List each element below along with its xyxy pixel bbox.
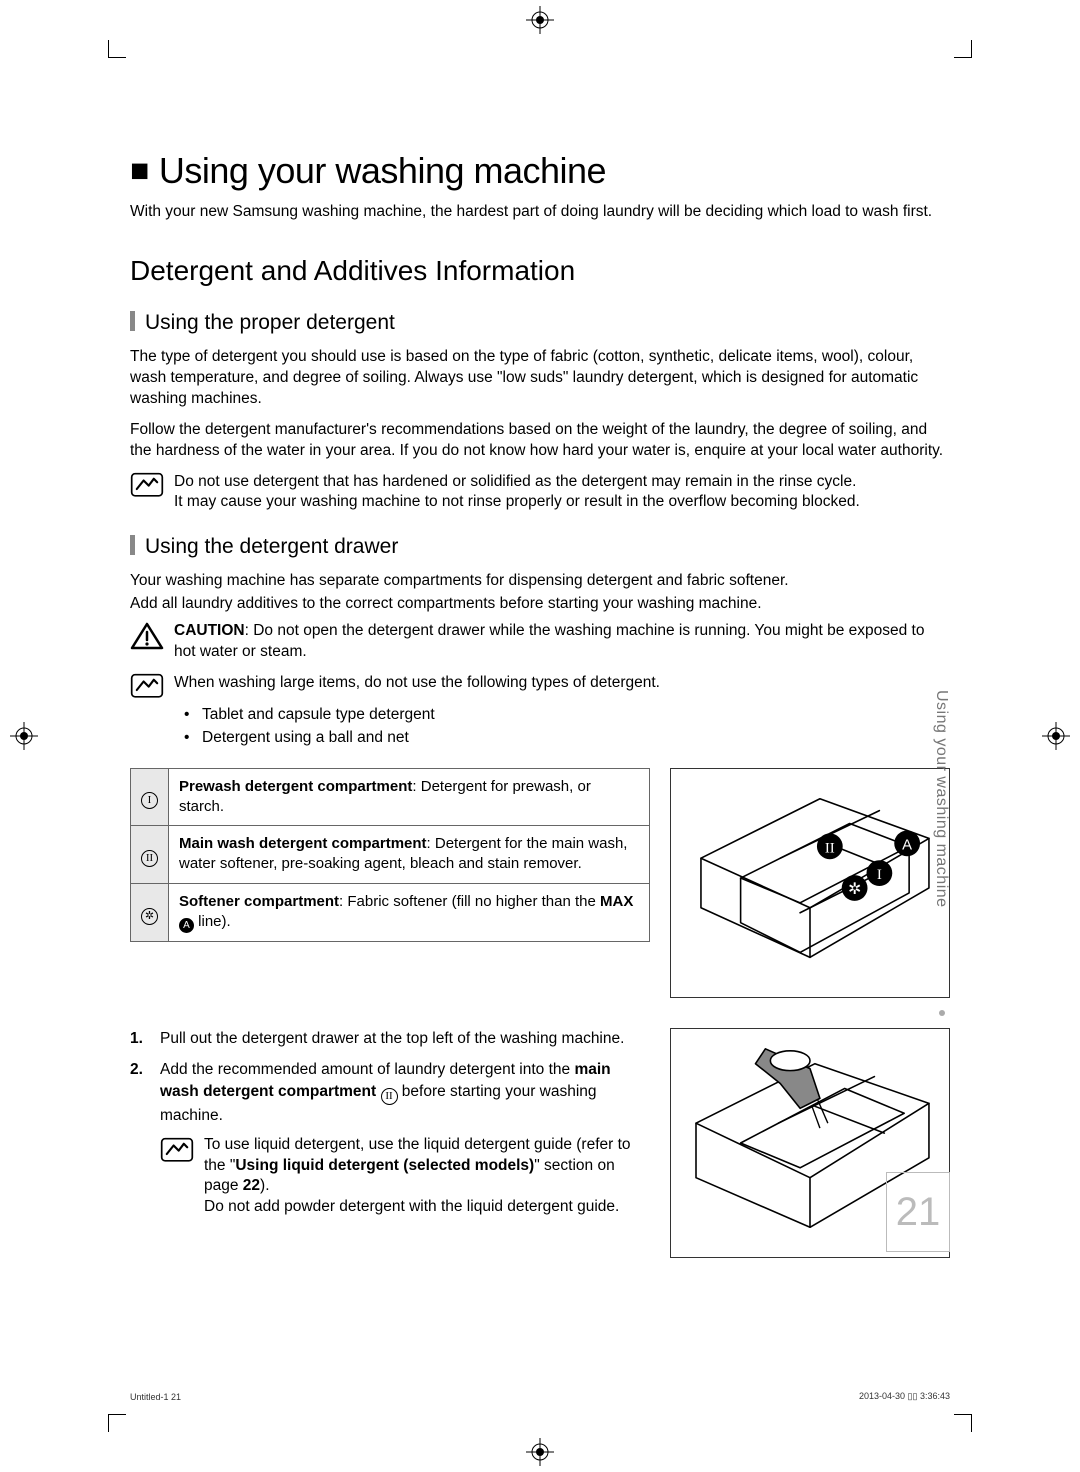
info-icon [130, 673, 164, 699]
step-item: Pull out the detergent drawer at the top… [130, 1028, 650, 1050]
table-row: ✲ Softener compartment: Fabric softener … [131, 883, 650, 941]
list-item: Tablet and capsule type detergent [202, 703, 950, 726]
drawer-diagram: II I ✲ A [670, 768, 950, 998]
body-text: Follow the detergent manufacturer's reco… [130, 420, 950, 462]
symbol-cell: ✲ [131, 883, 169, 941]
info-note: When washing large items, do not use the… [130, 673, 950, 699]
desc-cell: Main wash detergent compartment: Deterge… [169, 826, 650, 884]
caution-text: CAUTION: Do not open the detergent drawe… [174, 621, 950, 663]
info-note: Do not use detergent that has hardened o… [130, 472, 950, 514]
caution-body: : Do not open the detergent drawer while… [174, 622, 924, 660]
note-text: When washing large items, do not use the… [174, 673, 950, 694]
page-title: Using your washing machine [130, 150, 950, 192]
registration-mark [526, 6, 554, 34]
step-text: Add the recommended amount of laundry de… [160, 1061, 574, 1078]
list-item: Detergent using a ball and net [202, 726, 950, 749]
note-text: Do not use detergent that has hardened o… [174, 472, 950, 514]
caution-note: CAUTION: Do not open the detergent drawe… [130, 621, 950, 663]
desc-cell: Prewash detergent compartment: Detergent… [169, 768, 650, 826]
info-icon [130, 472, 164, 498]
intro-text: With your new Samsung washing machine, t… [130, 202, 950, 223]
svg-text:A: A [902, 837, 912, 853]
table-row: I Prewash detergent compartment: Deterge… [131, 768, 650, 826]
side-tab-dot [939, 1010, 945, 1016]
compartments-table: I Prewash detergent compartment: Deterge… [130, 768, 650, 942]
caution-label: CAUTION [174, 622, 245, 639]
steps-list: Pull out the detergent drawer at the top… [130, 1028, 650, 1219]
info-icon [160, 1137, 194, 1163]
symbol-cell: II [131, 826, 169, 884]
symbol-cell: I [131, 768, 169, 826]
registration-mark [1042, 722, 1070, 750]
registration-mark [10, 722, 38, 750]
crop-mark-br [954, 1414, 972, 1432]
subsection-detergent-drawer: Using the detergent drawer [130, 535, 950, 559]
page-content: Using your washing machine With your new… [130, 150, 950, 1278]
compartment-ii-icon: II [381, 1088, 398, 1105]
crop-mark-bl [108, 1414, 126, 1432]
body-text: The type of detergent you should use is … [130, 347, 950, 410]
side-tab-label: Using your washing machine [931, 690, 950, 908]
registration-mark [526, 1438, 554, 1466]
caution-icon [130, 621, 164, 647]
table-row: II Main wash detergent compartment: Dete… [131, 826, 650, 884]
body-text: Add all laundry additives to the correct… [130, 594, 950, 615]
section-heading: Detergent and Additives Information [130, 255, 950, 287]
page-number: 21 [886, 1172, 950, 1252]
svg-text:I: I [877, 867, 882, 883]
svg-text:✲: ✲ [848, 880, 861, 897]
compartment-row: I Prewash detergent compartment: Deterge… [130, 768, 950, 1018]
crop-mark-tr [954, 40, 972, 58]
desc-cell: Softener compartment: Fabric softener (f… [169, 883, 650, 941]
footer-filename: Untitled-1 21 [130, 1392, 181, 1402]
footer-timestamp: 2013-04-30 ▯▯ 3:36:43 [859, 1391, 950, 1402]
steps-row: Pull out the detergent drawer at the top… [130, 1028, 950, 1278]
svg-text:II: II [825, 840, 835, 856]
note-bullets: Tablet and capsule type detergent Deterg… [130, 703, 950, 750]
crop-mark-tl [108, 40, 126, 58]
body-text: Your washing machine has separate compar… [130, 571, 950, 592]
subsection-proper-detergent: Using the proper detergent [130, 311, 950, 335]
step-note-text: To use liquid detergent, use the liquid … [204, 1135, 650, 1219]
note-line: It may cause your washing machine to not… [174, 493, 860, 510]
step-note: To use liquid detergent, use the liquid … [160, 1135, 650, 1219]
step-text: Pull out the detergent drawer at the top… [160, 1030, 624, 1047]
note-line: Do not use detergent that has hardened o… [174, 473, 856, 490]
step-item: Add the recommended amount of laundry de… [130, 1059, 650, 1218]
